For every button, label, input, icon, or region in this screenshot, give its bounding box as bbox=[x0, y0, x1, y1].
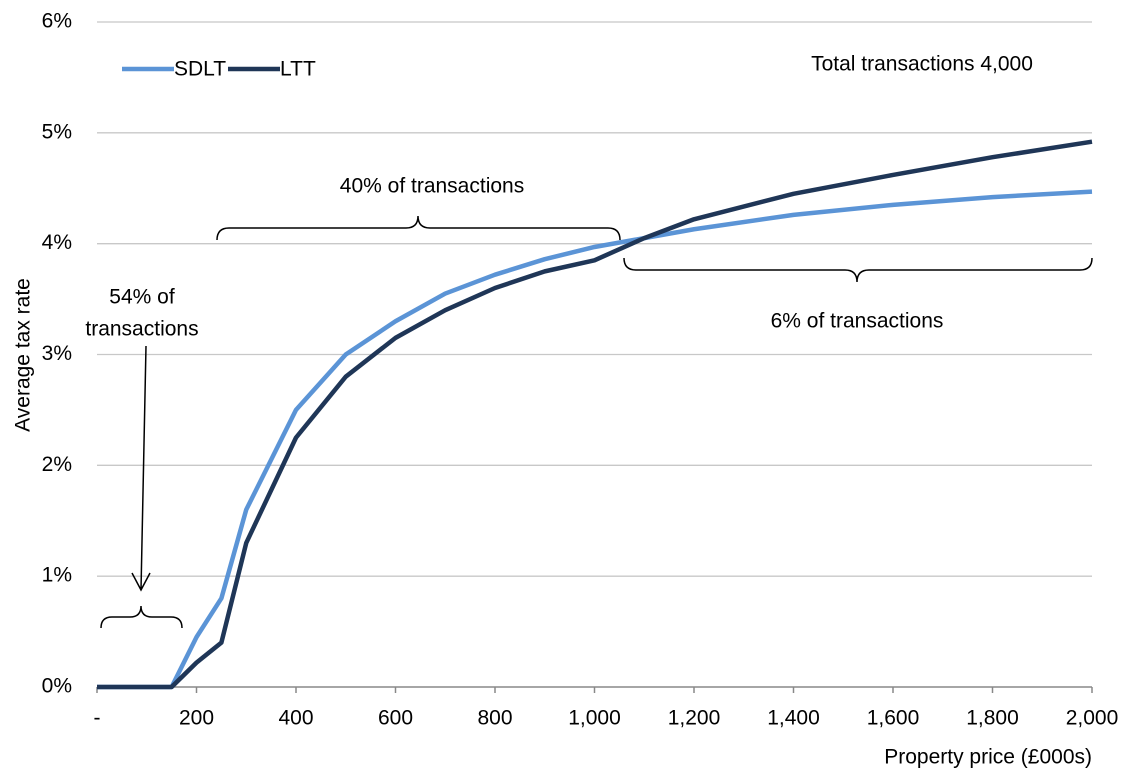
y-tick-label: 6% bbox=[42, 10, 72, 33]
x-tick-label: 1,000 bbox=[568, 707, 621, 730]
x-tick-label: - bbox=[94, 707, 101, 730]
annotation: 54% of bbox=[109, 286, 175, 309]
annotation: 40% of transactions bbox=[340, 175, 524, 198]
x-tick-label: 400 bbox=[278, 707, 313, 730]
x-tick-label: 1,200 bbox=[668, 707, 721, 730]
y-tick-label: 1% bbox=[42, 564, 72, 587]
annotation: transactions bbox=[85, 318, 198, 341]
bracket bbox=[623, 257, 1093, 283]
y-tick-label: 5% bbox=[42, 120, 72, 143]
y-tick-label: 2% bbox=[42, 453, 72, 476]
bracket bbox=[216, 215, 621, 241]
x-tick-label: 1,800 bbox=[966, 707, 1019, 730]
y-tick-label: 3% bbox=[42, 342, 72, 365]
x-tick-label: 600 bbox=[378, 707, 413, 730]
x-tick-label: 1,400 bbox=[767, 707, 820, 730]
x-tick-label: 1,600 bbox=[867, 707, 920, 730]
legend-label: LTT bbox=[280, 58, 316, 81]
x-axis-label: Property price (£000s) bbox=[884, 746, 1092, 769]
y-axis-label: Average tax rate bbox=[12, 278, 35, 432]
x-tick-label: 800 bbox=[477, 707, 512, 730]
x-tick-label: 2,000 bbox=[1066, 707, 1119, 730]
arrow bbox=[131, 345, 151, 592]
x-tick-label: 200 bbox=[179, 707, 214, 730]
annotation: Total transactions 4,000 bbox=[811, 53, 1033, 76]
series-line bbox=[97, 139, 1093, 690]
y-tick-label: 4% bbox=[42, 231, 72, 254]
series-line bbox=[97, 189, 1093, 690]
y-tick-label: 0% bbox=[42, 675, 72, 698]
grid bbox=[97, 21, 1092, 577]
bracket bbox=[100, 605, 183, 629]
annotation: 6% of transactions bbox=[771, 310, 944, 333]
legend-label: SDLT bbox=[174, 58, 226, 81]
